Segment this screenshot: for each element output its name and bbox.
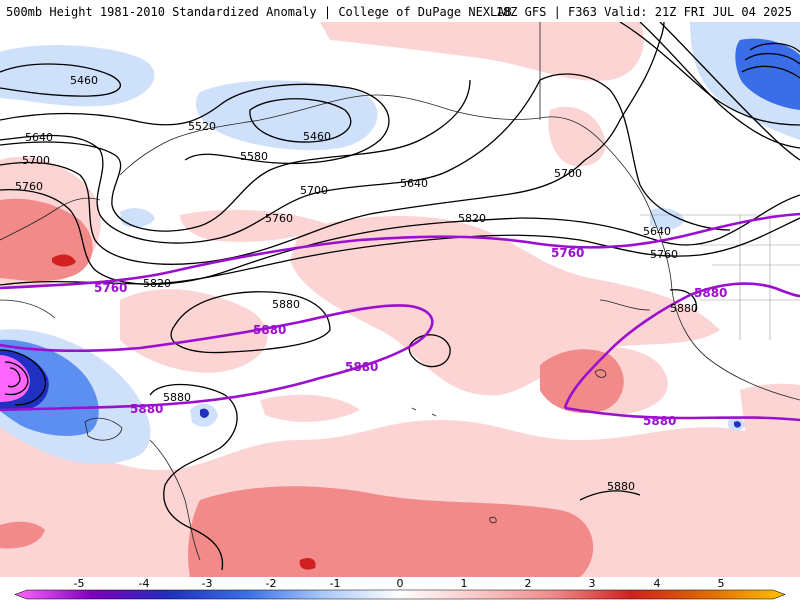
contour-5820: [0, 217, 800, 286]
height-contour-labels: 5460 5460 5520 5580 5640 5640 5700 5700 …: [15, 74, 698, 493]
colorbar-tick: 5: [718, 577, 725, 590]
contour-5460-west: [0, 63, 122, 97]
height-label: 5460: [70, 74, 98, 87]
colorbar-tick: 0: [397, 577, 404, 590]
height-label: 5880: [163, 391, 191, 404]
height-label: 5760: [265, 212, 293, 225]
colorbar-tick: -4: [139, 577, 150, 590]
model-run-info: 18Z GFS | F363 Valid: 21Z FRI JUL 04 202…: [495, 5, 792, 19]
contour-low-center: [741, 42, 800, 79]
map-title: 500mb Height 1981-2010 Standardized Anom…: [6, 5, 512, 19]
colorbar-tick: -1: [330, 577, 341, 590]
height-label: 5640: [643, 225, 671, 238]
contour-5640-west: [0, 79, 541, 244]
climo-label: 5760: [94, 281, 127, 295]
contour-typhoon: [0, 349, 47, 406]
height-label: 5640: [25, 131, 53, 144]
height-contours: [0, 22, 800, 571]
height-label: 5640: [400, 177, 428, 190]
positive-anomaly-shading-extreme: [52, 254, 316, 570]
climatology-contours: [0, 212, 800, 422]
colorbar-tick: 2: [525, 577, 532, 590]
climo-5880-east: [563, 282, 800, 422]
climo-label: 5760: [551, 246, 584, 260]
anomaly-colorbar: -5 -4 -3 -2 -1 0 1 2 3 4 5: [0, 577, 800, 600]
climo-5760: [0, 212, 800, 290]
climo-label: 5880: [130, 402, 163, 416]
climo-label: 5880: [345, 360, 378, 374]
political-borders: [640, 214, 800, 340]
climo-label: 5880: [694, 286, 727, 300]
colorbar-tick: -5: [74, 577, 85, 590]
positive-anomaly-shading-strong: [0, 198, 624, 577]
coastlines: [0, 22, 800, 561]
height-label: 5700: [554, 167, 582, 180]
height-label: 5880: [607, 480, 635, 493]
height-label: 5520: [188, 120, 216, 133]
contour-5880-coast: [669, 289, 697, 313]
height-label: 5580: [240, 150, 268, 163]
colorbar-tick: 3: [589, 577, 596, 590]
colorbar-tick: -3: [202, 577, 213, 590]
contour-5520: [0, 83, 390, 164]
colorbar-tick: 4: [654, 577, 661, 590]
height-label: 5700: [22, 154, 50, 167]
height-label: 5880: [272, 298, 300, 311]
climo-5880-west: [0, 304, 434, 412]
height-label: 5700: [300, 184, 328, 197]
height-label: 5760: [15, 180, 43, 193]
islands: [84, 369, 607, 524]
height-label: 5760: [650, 248, 678, 261]
climo-label: 5880: [253, 323, 286, 337]
colorbar-bar: [14, 589, 786, 600]
contour-east-2: [639, 22, 800, 149]
anomaly-map: 5460 5460 5520 5580 5640 5640 5700 5700 …: [0, 22, 800, 577]
contour-5580: [0, 79, 471, 232]
contour-5460-east: [249, 98, 352, 143]
map-header: 500mb Height 1981-2010 Standardized Anom…: [0, 0, 800, 22]
height-label: 5820: [143, 277, 171, 290]
colorbar-gradient: [14, 589, 786, 600]
contour-5880-south: [579, 490, 641, 501]
height-label: 5880: [670, 302, 698, 315]
contour-5880-west: [170, 291, 331, 354]
contour-5880-loop: [408, 334, 451, 368]
colorbar-tick: -2: [266, 577, 277, 590]
height-label: 5460: [303, 130, 331, 143]
contour-5640-east: [539, 73, 731, 231]
contour-5760-b: [519, 194, 800, 246]
colorbar-tick: 1: [461, 577, 468, 590]
contour-5700-b: [584, 22, 665, 161]
contour-east-3: [659, 22, 800, 161]
climatology-labels: 5760 5760 5880 5880 5880 5880 5880: [94, 246, 727, 428]
colorbar-tick-labels: -5 -4 -3 -2 -1 0 1 2 3 4 5: [74, 577, 725, 590]
climo-label: 5880: [643, 414, 676, 428]
height-label: 5820: [458, 212, 486, 225]
contour-5880-southwest: [149, 383, 238, 571]
